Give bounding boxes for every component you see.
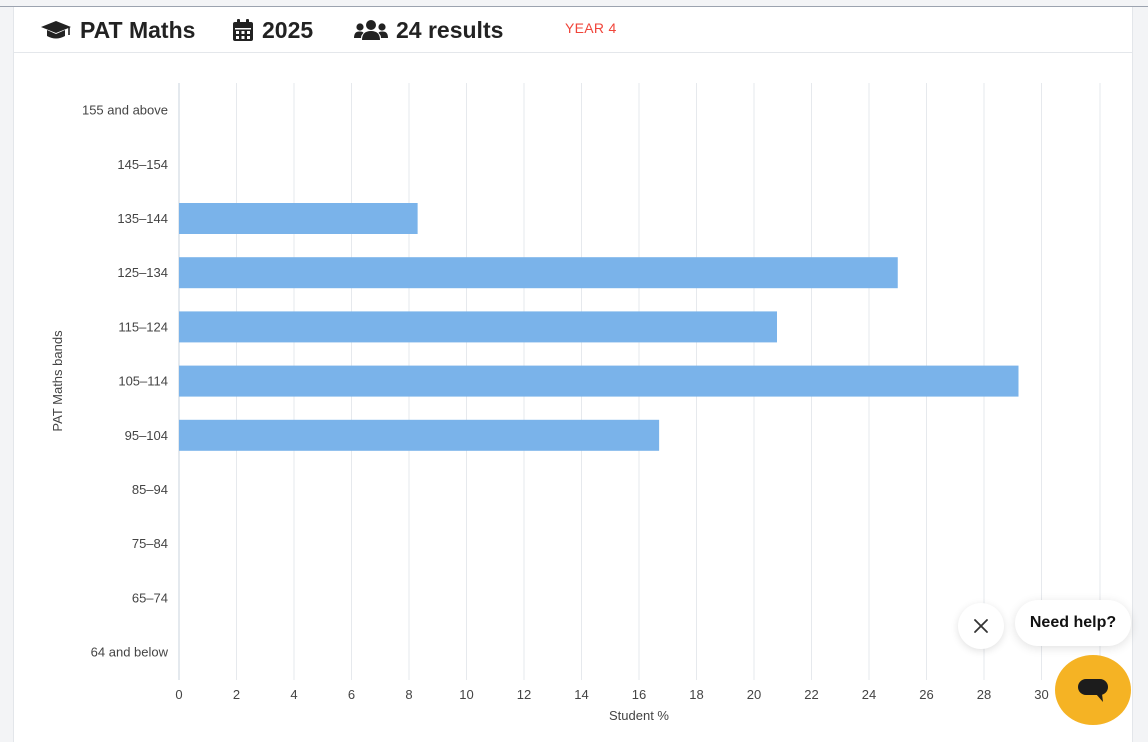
assessment-title: PAT Maths bbox=[40, 15, 195, 45]
results-count: 24 results bbox=[354, 15, 503, 45]
x-tick-label: 6 bbox=[348, 687, 355, 702]
chat-icon bbox=[1078, 679, 1108, 702]
x-tick-label: 14 bbox=[574, 687, 588, 702]
bar bbox=[179, 311, 777, 343]
close-icon bbox=[974, 619, 988, 633]
y-axis-title: PAT Maths bands bbox=[50, 330, 65, 432]
chat-launcher-button[interactable] bbox=[1055, 655, 1131, 725]
x-axis-title: Student % bbox=[609, 708, 669, 723]
x-tick-label: 20 bbox=[747, 687, 761, 702]
x-tick-label: 10 bbox=[459, 687, 473, 702]
x-tick-label: 4 bbox=[290, 687, 297, 702]
need-help-bubble[interactable]: Need help? bbox=[1015, 600, 1131, 646]
band-label: 145–154 bbox=[117, 157, 168, 172]
bar bbox=[179, 365, 1019, 397]
report-header: PAT Maths 2025 bbox=[14, 7, 1132, 53]
band-label: 75–84 bbox=[132, 536, 168, 551]
band-label: 105–114 bbox=[118, 374, 168, 389]
need-help-label: Need help? bbox=[1029, 614, 1117, 631]
results-count-text: 24 results bbox=[396, 16, 504, 43]
x-tick-label: 12 bbox=[517, 687, 531, 702]
year-value: 2025 bbox=[262, 16, 314, 43]
x-tick-label: 22 bbox=[804, 687, 818, 702]
x-tick-label: 8 bbox=[405, 687, 412, 702]
help-close-button[interactable] bbox=[958, 603, 1004, 649]
band-label: 155 and above bbox=[82, 103, 168, 118]
graduation-cap-icon bbox=[41, 21, 71, 39]
calendar-icon bbox=[233, 19, 253, 41]
band-label: 95–104 bbox=[125, 428, 168, 443]
bar bbox=[179, 257, 898, 289]
band-label: 115–124 bbox=[118, 319, 168, 334]
bar bbox=[179, 203, 418, 234]
band-label: 65–74 bbox=[132, 590, 168, 605]
band-label: 135–144 bbox=[117, 211, 168, 226]
band-label: 64 and below bbox=[91, 645, 169, 660]
year-level-badge: YEAR 4 bbox=[565, 20, 617, 36]
x-tick-label: 2 bbox=[233, 687, 240, 702]
assessment-title-text: PAT Maths bbox=[80, 16, 196, 43]
year-filter: 2025 bbox=[232, 15, 313, 45]
x-tick-label: 18 bbox=[689, 687, 703, 702]
x-tick-label: 26 bbox=[919, 687, 933, 702]
x-tick-label: 30 bbox=[1034, 687, 1048, 702]
bar bbox=[179, 419, 660, 451]
x-tick-label: 24 bbox=[862, 687, 876, 702]
x-tick-label: 28 bbox=[977, 687, 991, 702]
band-label: 85–94 bbox=[132, 482, 168, 497]
top-divider bbox=[0, 6, 1148, 7]
band-label: 125–134 bbox=[117, 265, 168, 280]
x-tick-label: 0 bbox=[175, 687, 182, 702]
users-icon bbox=[354, 20, 388, 40]
x-tick-label: 16 bbox=[632, 687, 646, 702]
